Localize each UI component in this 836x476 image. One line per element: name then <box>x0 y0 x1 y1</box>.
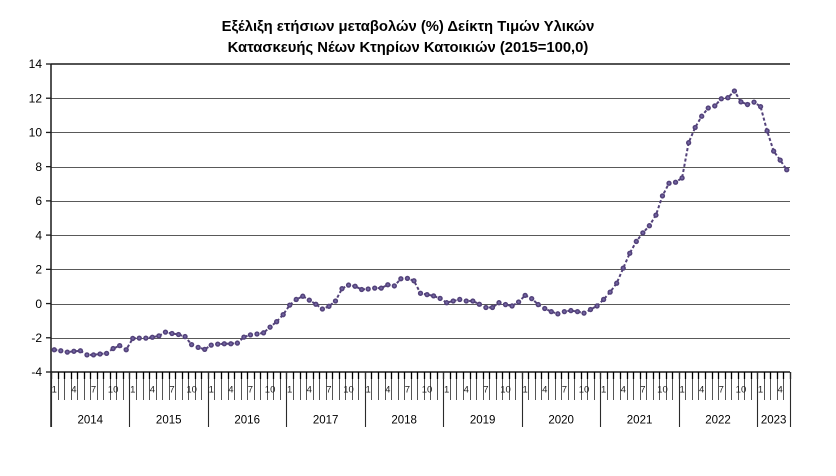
svg-text:1: 1 <box>522 385 527 396</box>
svg-text:1: 1 <box>444 385 449 396</box>
svg-text:4: 4 <box>699 385 704 396</box>
svg-text:1: 1 <box>601 385 606 396</box>
svg-text:0: 0 <box>35 297 42 311</box>
svg-text:7: 7 <box>326 385 331 396</box>
svg-text:10: 10 <box>579 385 590 396</box>
svg-text:7: 7 <box>169 385 174 396</box>
svg-text:1: 1 <box>52 385 57 396</box>
svg-text:10: 10 <box>29 126 43 140</box>
svg-text:1: 1 <box>679 385 684 396</box>
svg-text:4: 4 <box>464 385 469 396</box>
svg-text:10: 10 <box>657 385 668 396</box>
svg-text:6: 6 <box>35 194 42 208</box>
svg-text:10: 10 <box>186 385 197 396</box>
svg-text:-2: -2 <box>31 331 42 345</box>
svg-text:1: 1 <box>758 385 763 396</box>
svg-text:2022: 2022 <box>705 415 731 427</box>
svg-text:1: 1 <box>366 385 371 396</box>
svg-text:7: 7 <box>483 385 488 396</box>
svg-text:2021: 2021 <box>627 415 653 427</box>
svg-text:2023: 2023 <box>761 415 787 427</box>
svg-text:4: 4 <box>385 385 390 396</box>
svg-text:14: 14 <box>29 57 43 71</box>
svg-text:2014: 2014 <box>77 415 103 427</box>
svg-text:10: 10 <box>265 385 276 396</box>
svg-text:4: 4 <box>307 385 312 396</box>
svg-text:12: 12 <box>29 91 43 105</box>
svg-text:4: 4 <box>150 385 155 396</box>
svg-text:1: 1 <box>130 385 135 396</box>
svg-text:7: 7 <box>91 385 96 396</box>
svg-text:7: 7 <box>405 385 410 396</box>
svg-text:4: 4 <box>35 228 42 242</box>
svg-text:-4: -4 <box>31 365 42 379</box>
svg-text:7: 7 <box>248 385 253 396</box>
svg-text:Εξέλιξη ετήσιων μεταβολών (%): Εξέλιξη ετήσιων μεταβολών (%) Δείκτη Τιμ… <box>222 19 595 35</box>
svg-text:10: 10 <box>422 385 433 396</box>
svg-text:10: 10 <box>343 385 354 396</box>
svg-text:10: 10 <box>108 385 119 396</box>
svg-text:1: 1 <box>287 385 292 396</box>
svg-text:2020: 2020 <box>548 415 574 427</box>
svg-text:7: 7 <box>562 385 567 396</box>
svg-text:Κατασκευής Νέων Κτηρίων Κατοικ: Κατασκευής Νέων Κτηρίων Κατοικιών (2015=… <box>228 40 589 56</box>
svg-text:1: 1 <box>209 385 214 396</box>
svg-text:4: 4 <box>542 385 547 396</box>
svg-text:7: 7 <box>640 385 645 396</box>
svg-text:10: 10 <box>500 385 511 396</box>
svg-text:8: 8 <box>35 160 42 174</box>
svg-text:4: 4 <box>228 385 233 396</box>
svg-text:2015: 2015 <box>156 415 182 427</box>
svg-text:2018: 2018 <box>391 415 417 427</box>
svg-text:2: 2 <box>35 263 42 277</box>
svg-text:2019: 2019 <box>470 415 496 427</box>
svg-text:4: 4 <box>778 385 783 396</box>
svg-text:7: 7 <box>719 385 724 396</box>
svg-text:10: 10 <box>736 385 747 396</box>
svg-text:2017: 2017 <box>313 415 339 427</box>
svg-text:4: 4 <box>621 385 626 396</box>
svg-text:2016: 2016 <box>234 415 260 427</box>
svg-text:4: 4 <box>71 385 76 396</box>
